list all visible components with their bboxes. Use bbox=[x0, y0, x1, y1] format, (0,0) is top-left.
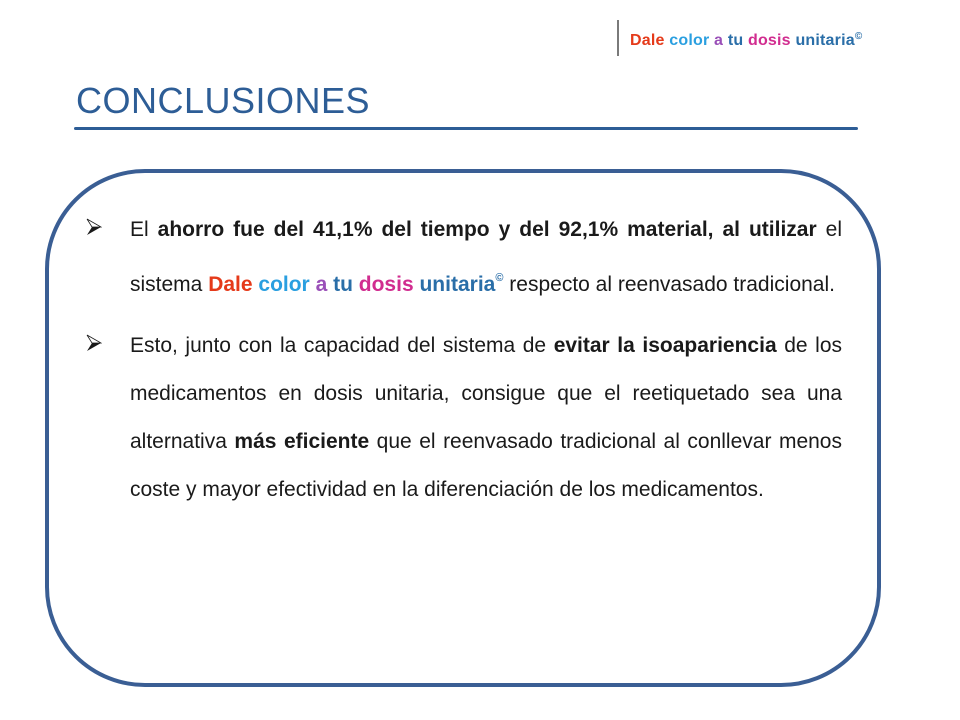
text-segment: de los medicamentos en dosis unitaria, c… bbox=[130, 334, 842, 453]
text-segment: tu bbox=[333, 273, 353, 296]
arrowhead-bullet-icon bbox=[86, 334, 102, 351]
conclusions-list: El ahorro fue del 41,1% del tiempo y del… bbox=[80, 206, 842, 527]
text-segment: Dale bbox=[208, 273, 253, 296]
text-segment: El bbox=[130, 218, 158, 241]
text-segment: que el reenvasado tradicional al conllev… bbox=[130, 430, 842, 501]
brand-tagline: Dale color a tu dosis unitaria© bbox=[630, 31, 862, 50]
text-segment: evitar la isoapariencia bbox=[553, 334, 777, 357]
brand-word: unitaria bbox=[795, 32, 855, 49]
text-segment: a bbox=[315, 273, 328, 296]
bullet-text: El ahorro fue del 41,1% del tiempo y del… bbox=[130, 206, 842, 309]
brand-word: color bbox=[669, 32, 710, 49]
brand-word: tu bbox=[727, 32, 744, 49]
text-segment: ahorro fue del 41,1% del tiempo y del 92… bbox=[157, 218, 817, 241]
page-title: CONCLUSIONES bbox=[76, 80, 371, 121]
arrowhead-bullet-icon bbox=[86, 218, 102, 235]
header-divider bbox=[617, 20, 619, 56]
text-segment: el sistema bbox=[130, 218, 842, 296]
bullet-text: Esto, junto con la capacidad del sistema… bbox=[130, 322, 842, 514]
brand-word: a bbox=[714, 32, 724, 49]
text-segment: unitaria bbox=[419, 273, 496, 296]
brand-word: Dale bbox=[630, 32, 665, 49]
text-segment: Esto, junto con la capacidad del sistema… bbox=[130, 334, 554, 357]
text-segment: respecto al reenvasado tradicional. bbox=[503, 273, 835, 296]
brand-word: dosis bbox=[747, 32, 791, 49]
list-item: El ahorro fue del 41,1% del tiempo y del… bbox=[80, 206, 842, 309]
conclusions-panel bbox=[45, 169, 881, 687]
text-segment: © bbox=[495, 272, 504, 284]
copyright-mark: © bbox=[854, 31, 863, 42]
text-segment: más eficiente bbox=[234, 430, 370, 453]
list-item: Esto, junto con la capacidad del sistema… bbox=[80, 322, 842, 514]
text-segment: dosis bbox=[358, 273, 414, 296]
title-underline bbox=[74, 127, 858, 130]
text-segment: color bbox=[258, 273, 310, 296]
